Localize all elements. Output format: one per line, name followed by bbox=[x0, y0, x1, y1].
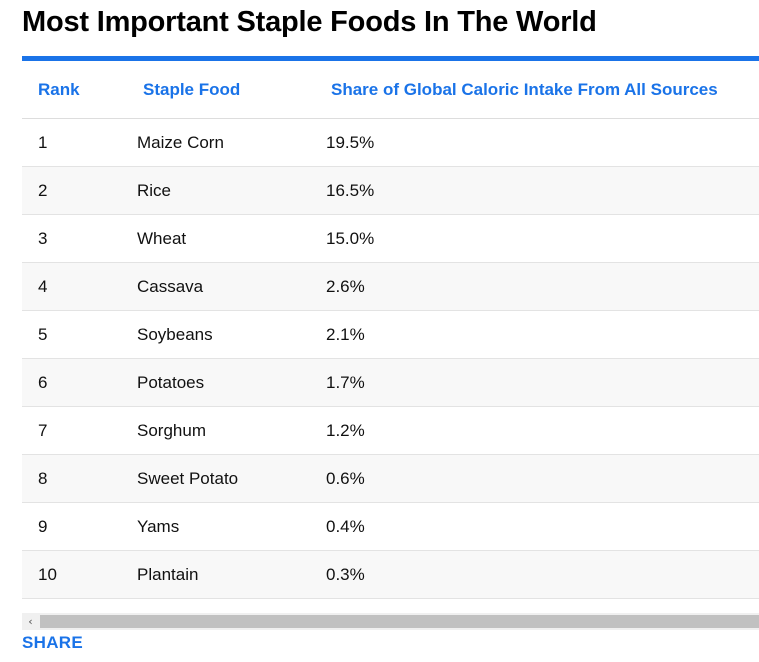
horizontal-scrollbar[interactable]: ‹ bbox=[22, 613, 759, 630]
cell-caloric-share: 1.2% bbox=[326, 406, 759, 455]
cell-rank: 3 bbox=[22, 214, 137, 263]
table-row: 6 Potatoes 1.7% bbox=[22, 358, 759, 407]
table-header-row: Rank Staple Food Share of Global Caloric… bbox=[22, 61, 759, 119]
table-row: 9 Yams 0.4% bbox=[22, 502, 759, 551]
cell-staple-food: Sorghum bbox=[137, 406, 326, 455]
table-row: 8 Sweet Potato 0.6% bbox=[22, 454, 759, 503]
table-row: 1 Maize Corn 19.5% bbox=[22, 118, 759, 167]
cell-staple-food: Potatoes bbox=[137, 358, 326, 407]
table-row: 4 Cassava 2.6% bbox=[22, 262, 759, 311]
scroll-left-arrow-icon[interactable]: ‹ bbox=[22, 613, 39, 630]
cell-caloric-share: 2.1% bbox=[326, 310, 759, 359]
cell-caloric-share: 15.0% bbox=[326, 214, 759, 263]
table-row: 2 Rice 16.5% bbox=[22, 166, 759, 215]
cell-caloric-share: 19.5% bbox=[326, 118, 759, 167]
data-table-container[interactable]: Rank Staple Food Share of Global Caloric… bbox=[22, 56, 759, 599]
cell-rank: 10 bbox=[22, 550, 137, 599]
cell-rank: 9 bbox=[22, 502, 137, 551]
cell-staple-food: Sweet Potato bbox=[137, 454, 326, 503]
cell-rank: 2 bbox=[22, 166, 137, 215]
cell-staple-food: Maize Corn bbox=[137, 118, 326, 167]
cell-caloric-share: 2.6% bbox=[326, 262, 759, 311]
column-header-rank: Rank bbox=[22, 61, 137, 119]
cell-rank: 7 bbox=[22, 406, 137, 455]
cell-caloric-share: 0.4% bbox=[326, 502, 759, 551]
cell-staple-food: Wheat bbox=[137, 214, 326, 263]
cell-caloric-share: 0.6% bbox=[326, 454, 759, 503]
cell-staple-food: Cassava bbox=[137, 262, 326, 311]
column-header-caloric-share: Share of Global Caloric Intake From All … bbox=[326, 61, 759, 119]
page-title: Most Important Staple Foods In The World bbox=[22, 6, 597, 38]
table-row: 10 Plantain 0.3% bbox=[22, 550, 759, 599]
cell-rank: 8 bbox=[22, 454, 137, 503]
cell-staple-food: Yams bbox=[137, 502, 326, 551]
table-row: 3 Wheat 15.0% bbox=[22, 214, 759, 263]
cell-staple-food: Plantain bbox=[137, 550, 326, 599]
column-header-staple-food: Staple Food bbox=[137, 61, 326, 119]
cell-staple-food: Rice bbox=[137, 166, 326, 215]
scrollbar-thumb[interactable] bbox=[40, 615, 759, 628]
cell-rank: 1 bbox=[22, 118, 137, 167]
table-row: 7 Sorghum 1.2% bbox=[22, 406, 759, 455]
cell-rank: 6 bbox=[22, 358, 137, 407]
share-link[interactable]: SHARE bbox=[22, 633, 84, 652]
table-row: 5 Soybeans 2.1% bbox=[22, 310, 759, 359]
cell-staple-food: Soybeans bbox=[137, 310, 326, 359]
cell-rank: 5 bbox=[22, 310, 137, 359]
cell-caloric-share: 16.5% bbox=[326, 166, 759, 215]
cell-caloric-share: 0.3% bbox=[326, 550, 759, 599]
cell-rank: 4 bbox=[22, 262, 137, 311]
cell-caloric-share: 1.7% bbox=[326, 358, 759, 407]
data-table: Rank Staple Food Share of Global Caloric… bbox=[22, 61, 759, 599]
